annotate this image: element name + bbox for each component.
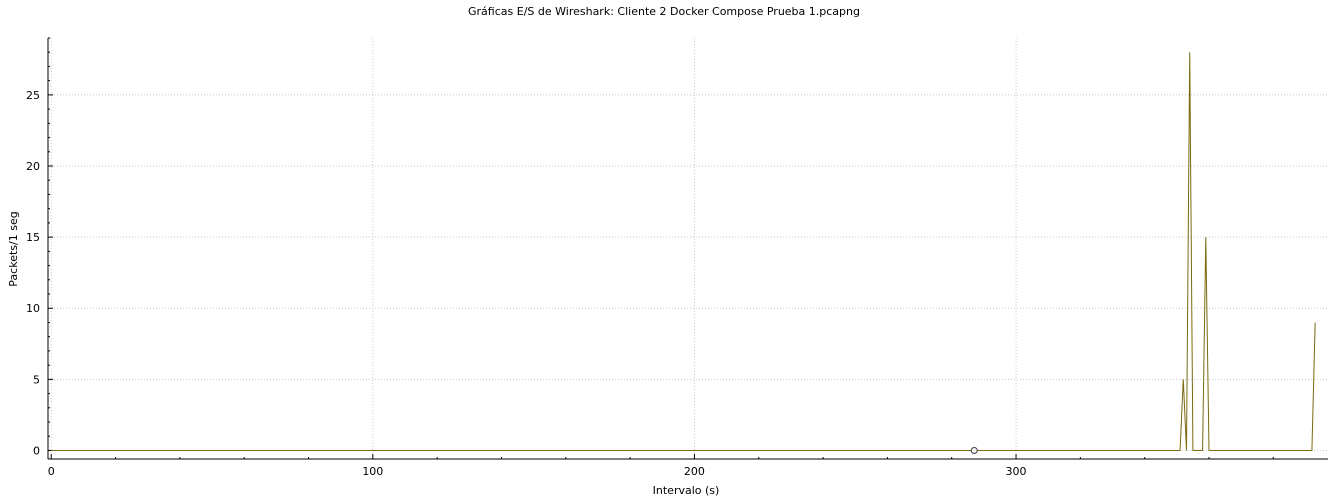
grid-lines — [48, 38, 1328, 459]
series-layer — [51, 52, 1316, 451]
y-tick-label-15: 15 — [26, 231, 40, 244]
y-tick-label-0: 0 — [33, 444, 40, 457]
y-tick-label-5: 5 — [33, 373, 40, 386]
x-tick-label-300: 300 — [1006, 465, 1027, 478]
y-axis-label: Packets/1 seg — [7, 211, 20, 286]
y-tick-label-20: 20 — [26, 160, 40, 173]
tick-labels: 0 5 10 15 20 25 0 100 200 300 — [26, 89, 1027, 478]
open-circle-marker-icon — [970, 446, 978, 454]
axes — [47, 37, 1328, 460]
series-line-0 — [51, 52, 1316, 451]
x-tick-label-200: 200 — [684, 465, 705, 478]
marker-layer — [970, 446, 978, 454]
x-tick-label-100: 100 — [362, 465, 383, 478]
x-axis-label: Intervalo (s) — [653, 484, 720, 497]
x-tick-label-0: 0 — [48, 465, 55, 478]
y-tick-label-10: 10 — [26, 302, 40, 315]
y-tick-label-25: 25 — [26, 89, 40, 102]
chart-title: Gráficas E/S de Wireshark: Cliente 2 Doc… — [468, 5, 860, 18]
